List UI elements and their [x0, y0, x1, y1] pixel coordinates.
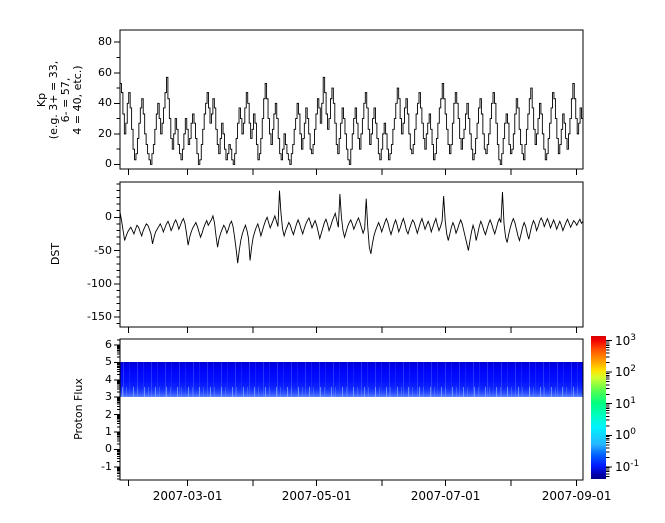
x-tick-label: 2007-09-01 — [541, 489, 612, 503]
x-tick-label: 2007-03-01 — [152, 489, 223, 503]
kp-ytick-label: 60 — [98, 65, 112, 79]
colorbar-tick-label: 103 — [615, 332, 637, 348]
kp-ytick-label: 0 — [105, 157, 112, 171]
kp-ytick-label: 40 — [98, 96, 112, 110]
proton-ytick-label: 3 — [105, 390, 112, 404]
x-tick-label: 2007-05-01 — [281, 489, 352, 503]
dst-ytick-label: -50 — [94, 243, 112, 257]
band-striations-bottom — [120, 386, 583, 398]
proton-ytick-label: 2 — [105, 407, 112, 421]
colorbar-tick-label: 102 — [615, 364, 637, 380]
colorbar-tick-label: 101 — [615, 395, 637, 411]
proton-ytick-label: 6 — [105, 338, 112, 352]
colorbar-tick-label: 100 — [615, 427, 637, 443]
proton-ytick-label: 0 — [105, 442, 112, 456]
colorbar-gradient — [591, 336, 606, 479]
x-tick-label: 2007-07-01 — [410, 489, 481, 503]
dst-ytick-label: -100 — [87, 276, 112, 290]
proton-flux-band — [120, 362, 583, 398]
proton-ytick-label: 1 — [105, 425, 112, 438]
proton-ytick-label: -1 — [101, 459, 112, 473]
kp-ytick-label: 20 — [98, 126, 112, 140]
colorbar-tick-label: 10-1 — [615, 458, 640, 474]
dst-ytick-label: -150 — [87, 310, 112, 324]
dst-ytick-label: 0 — [105, 210, 112, 224]
proton-ytick-label: 4 — [105, 372, 112, 386]
kp-ytick-label: 80 — [98, 35, 112, 49]
proton-ytick-label: 5 — [105, 355, 112, 369]
